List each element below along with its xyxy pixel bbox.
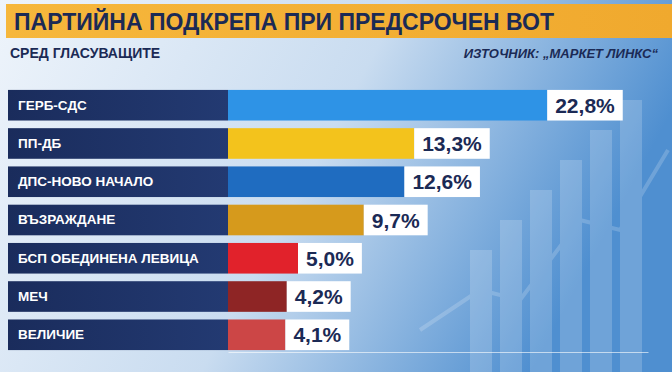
- label-box: [8, 281, 228, 312]
- data-label-bg: [298, 243, 362, 274]
- background: [0, 0, 672, 372]
- bars: [228, 90, 547, 350]
- label-box: [8, 128, 228, 159]
- bar: [228, 319, 285, 350]
- chart: ПАРТИЙНА ПОДКРЕПА ПРИ ПРЕДСРОЧЕН ВОТ СРЕД…: [0, 0, 672, 372]
- subtitle: СРЕД ГЛАСУВАЩИТЕ: [10, 45, 160, 61]
- bar: [228, 166, 404, 197]
- data-label: 22,8%: [555, 94, 615, 117]
- data-label: 4,1%: [293, 323, 341, 346]
- label-box: [8, 205, 228, 236]
- data-label: 4,2%: [295, 285, 343, 308]
- y-tick: ВЪЗРАЖДАНЕ: [18, 212, 115, 227]
- y-tick: ПП-ДБ: [18, 136, 62, 151]
- category-label: ДПС-НОВО НАЧАЛО: [18, 174, 153, 189]
- data-label-box: 4,1%: [285, 319, 349, 350]
- data-label-bg: [414, 128, 490, 159]
- y-tick: ДПС-НОВО НАЧАЛО: [18, 174, 153, 189]
- category-label: ВЪЗРАЖДАНЕ: [18, 212, 115, 227]
- title: ПАРТИЙНА ПОДКРЕПА ПРИ ПРЕДСРОЧЕН ВОТ: [14, 8, 554, 35]
- y-axis: ГЕРБ-СДС ПП-ДБ ДПС-НОВО НАЧАЛО ВЪЗРАЖДАНЕ БС…: [18, 98, 199, 343]
- title-band: [6, 4, 672, 38]
- data-label-box: 22,8%: [547, 90, 623, 121]
- decoration-column: [470, 250, 492, 372]
- data-label-box: 13,3%: [414, 128, 490, 159]
- data-label: 9,7%: [372, 209, 420, 232]
- y-tick: ГЕРБ-СДС: [18, 98, 87, 113]
- data-label-box: 5,0%: [298, 243, 362, 274]
- category-label: ПП-ДБ: [18, 136, 62, 151]
- data-label: 12,6%: [412, 170, 472, 193]
- x-axis-line: [229, 352, 649, 353]
- data-labels: 22,8% 13,3% 12,6% 9,7% 5,0% 4,2% 4,1%: [285, 90, 622, 350]
- data-label-bg: [287, 281, 351, 312]
- x-axis: [229, 352, 649, 353]
- label-boxes: [8, 90, 228, 350]
- bar: [228, 90, 547, 121]
- y-tick: ВЕЛИЧИЕ: [18, 327, 84, 342]
- category-label: МЕЧ: [18, 289, 48, 304]
- bar: [228, 281, 287, 312]
- decoration-column: [590, 130, 612, 372]
- label-box: [8, 166, 228, 197]
- decoration: [420, 100, 668, 372]
- category-label: ВЕЛИЧИЕ: [18, 327, 84, 342]
- y-tick: БСП ОБЕДИНЕНА ЛЕВИЦА: [18, 251, 199, 266]
- bar: [228, 128, 414, 159]
- decoration-column: [620, 100, 642, 372]
- bar: [228, 243, 298, 274]
- data-label-box: 12,6%: [404, 166, 480, 197]
- label-box: [8, 90, 228, 121]
- data-label-box: 9,7%: [364, 205, 428, 236]
- label-box: [8, 243, 228, 274]
- plot: ГЕРБ-СДС ПП-ДБ ДПС-НОВО НАЧАЛО ВЪЗРАЖДАНЕ БС…: [8, 90, 649, 353]
- label-box: [8, 319, 228, 350]
- annotation: ИЗТОЧНИК: „МАРКЕТ ЛИНКС“: [464, 46, 659, 61]
- y-tick: МЕЧ: [18, 289, 48, 304]
- data-label: 5,0%: [306, 247, 354, 270]
- data-label-bg: [547, 90, 623, 121]
- category-label: ГЕРБ-СДС: [18, 98, 87, 113]
- data-label-box: 4,2%: [287, 281, 351, 312]
- data-label-bg: [364, 205, 428, 236]
- category-label: БСП ОБЕДИНЕНА ЛЕВИЦА: [18, 251, 199, 266]
- bar: [228, 205, 364, 236]
- data-label-bg: [404, 166, 480, 197]
- data-label: 13,3%: [422, 132, 482, 155]
- decoration-column: [560, 160, 582, 372]
- data-label-bg: [285, 319, 349, 350]
